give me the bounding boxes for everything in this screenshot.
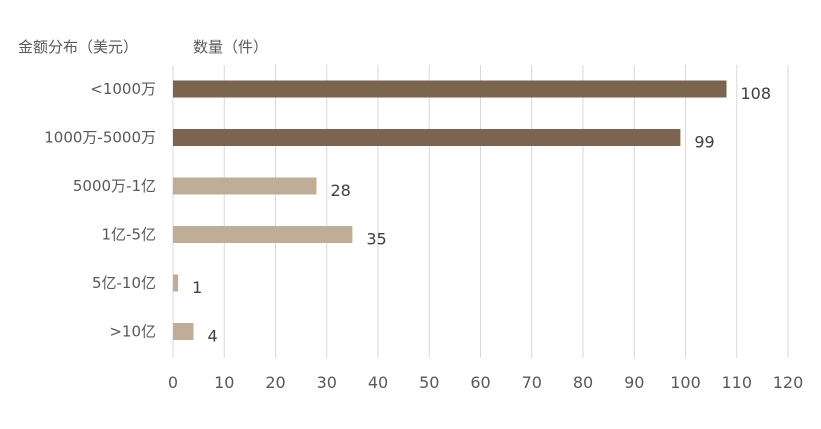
category-label: >10亿 xyxy=(109,323,156,341)
x-tick-label: 0 xyxy=(168,373,178,392)
category-label: 1000万-5000万 xyxy=(44,129,156,147)
gridlines xyxy=(172,65,789,358)
x-tick-label: 50 xyxy=(419,373,439,392)
value-label: 4 xyxy=(208,327,218,346)
bar xyxy=(173,177,317,195)
value-label: 108 xyxy=(741,84,772,103)
bar xyxy=(173,80,727,98)
x-tick-label: 30 xyxy=(317,373,337,392)
x-tick-label: 120 xyxy=(773,373,804,392)
value-label: 1 xyxy=(192,278,202,297)
x-tick-label: 110 xyxy=(721,373,752,392)
x-tick-label: 100 xyxy=(670,373,701,392)
category-label: 1亿-5亿 xyxy=(102,226,157,244)
x-tick-label: 20 xyxy=(265,373,285,392)
bars xyxy=(173,80,727,340)
category-label: 5亿-10亿 xyxy=(92,274,156,292)
bar xyxy=(173,323,194,340)
bar xyxy=(173,226,353,243)
value-label: 99 xyxy=(694,133,714,152)
x-tick-label: 10 xyxy=(214,373,234,392)
value-label: 28 xyxy=(331,181,351,200)
value-label: 35 xyxy=(366,230,386,249)
x-tick-label: 90 xyxy=(624,373,644,392)
value-axis-header: 数量（件） xyxy=(193,38,269,56)
x-tick-label: 70 xyxy=(522,373,542,392)
category-label: <1000万 xyxy=(90,80,156,98)
category-axis-header: 金额分布（美元） xyxy=(18,38,139,56)
x-tick-label: 60 xyxy=(470,373,490,392)
x-tick-label: 80 xyxy=(573,373,593,392)
bar xyxy=(173,274,179,292)
labels: 0 10 20 30 40 50 60 70 80 90 100 110 120 <1000万 108 100… xyxy=(44,80,803,392)
x-tick-label: 40 xyxy=(368,373,388,392)
bar xyxy=(173,129,681,146)
category-label: 5000万-1亿 xyxy=(73,177,156,195)
